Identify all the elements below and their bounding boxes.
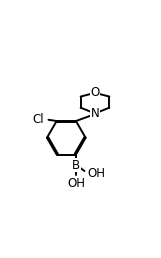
Text: O: O — [90, 86, 100, 99]
Text: B: B — [72, 159, 80, 172]
Text: OH: OH — [67, 177, 85, 190]
Text: N: N — [91, 107, 99, 120]
Text: Cl: Cl — [33, 113, 44, 126]
Text: OH: OH — [88, 167, 106, 180]
